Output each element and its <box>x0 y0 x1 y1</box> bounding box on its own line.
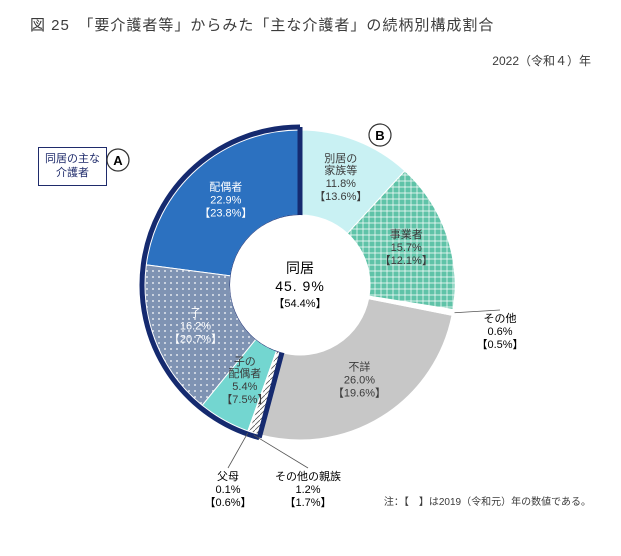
label-parent: 父母0.1%【0.6%】 <box>204 470 251 509</box>
center-pct: 45. 9% <box>275 278 325 294</box>
leader-parent <box>228 433 248 468</box>
footnote: 注：【 】は2019（令和元）年の数値である。 <box>384 493 591 508</box>
marker-a: A <box>113 153 123 168</box>
center-main: 同居 <box>286 260 314 276</box>
center-bracket: 【54.4%】 <box>273 297 326 310</box>
label-other: その他0.6%【0.5%】 <box>476 312 523 351</box>
pie-chart: 同居45. 9%【54.4%】配偶者22.9%【23.8%】子16.2%【20.… <box>0 70 621 490</box>
year-label: 2022（令和４）年 <box>492 52 591 69</box>
label-other_rel: その他の親族1.2%【1.7%】 <box>275 469 341 509</box>
marker-b: B <box>375 128 384 143</box>
figure-title: 図 25 「要介護者等」からみた「主な介護者」の続柄別構成割合 <box>30 14 494 35</box>
